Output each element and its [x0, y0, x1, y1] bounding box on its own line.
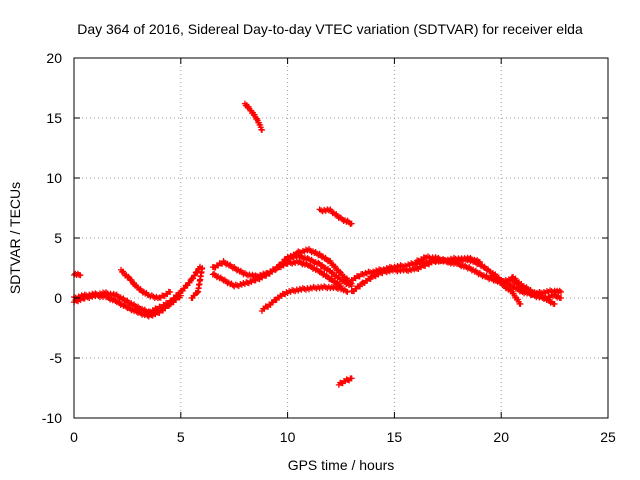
- x-axis-label: GPS time / hours: [288, 457, 395, 473]
- data-point: [551, 301, 558, 307]
- data-point: [532, 291, 539, 297]
- data-points: [71, 100, 565, 388]
- data-point: [348, 220, 355, 227]
- data-point: [131, 308, 138, 315]
- series-track-o: [241, 100, 265, 133]
- series-track-l: [412, 253, 483, 266]
- data-point: [476, 259, 483, 265]
- data-point: [346, 282, 353, 288]
- data-point: [236, 268, 243, 275]
- data-point: [190, 275, 197, 282]
- data-point: [343, 288, 350, 295]
- data-point: [522, 285, 529, 291]
- data-point: [558, 289, 565, 295]
- y-tick-label: 20: [46, 50, 62, 66]
- axis-ticks: 0 5 10 15 20 25 -10 -5 0 5 10 15 20: [42, 50, 616, 445]
- series-track-q: [335, 375, 355, 388]
- data-point: [103, 294, 110, 301]
- data-point: [526, 287, 533, 294]
- series-track-g: [209, 258, 344, 290]
- series-track-i: [258, 283, 351, 314]
- data-point: [471, 268, 478, 275]
- data-point: [536, 293, 543, 300]
- data-point: [348, 375, 355, 382]
- data-point: [337, 268, 344, 275]
- data-point: [220, 277, 227, 284]
- data-point: [209, 271, 216, 278]
- series-track-p: [316, 206, 355, 227]
- x-tick-label: 25: [600, 429, 616, 445]
- data-point: [258, 127, 265, 133]
- data-point: [219, 260, 226, 267]
- data-point: [216, 275, 223, 282]
- data-point: [343, 218, 350, 225]
- chart-title: Day 364 of 2016, Sidereal Day-to-day VTE…: [77, 21, 583, 37]
- data-point: [517, 301, 524, 307]
- y-axis-label: SDTVAR / TECUs: [7, 182, 23, 294]
- data-point: [227, 281, 234, 288]
- data-point: [177, 292, 184, 299]
- data-point: [312, 266, 319, 273]
- y-tick-label: 10: [46, 170, 62, 186]
- grid-lines: [74, 58, 608, 418]
- y-tick-label: 15: [46, 110, 62, 126]
- series-track-d: [71, 270, 84, 279]
- y-tick-label: -5: [50, 350, 63, 366]
- data-point: [543, 297, 550, 303]
- data-point: [311, 249, 318, 256]
- data-point: [120, 302, 127, 309]
- data-point: [556, 287, 563, 294]
- data-point: [339, 278, 346, 285]
- data-point: [558, 295, 565, 301]
- data-point: [482, 273, 489, 280]
- x-tick-label: 0: [70, 429, 78, 445]
- series-track-m: [487, 272, 524, 307]
- data-point: [77, 272, 84, 279]
- data-point: [167, 289, 174, 295]
- series-track-h: [273, 252, 355, 289]
- series-track-n: [508, 273, 558, 307]
- data-point: [199, 265, 206, 271]
- data-point: [191, 272, 198, 279]
- x-tick-label: 5: [177, 429, 185, 445]
- data-point: [109, 297, 116, 304]
- data-point: [547, 299, 554, 306]
- data-point: [305, 263, 312, 270]
- data-point: [113, 299, 120, 306]
- data-point: [225, 262, 232, 269]
- y-tick-label: 0: [54, 290, 62, 306]
- data-point: [307, 257, 314, 264]
- data-point: [124, 305, 131, 312]
- y-tick-label: 5: [54, 230, 62, 246]
- x-tick-label: 20: [493, 429, 509, 445]
- series-track-e: [188, 265, 206, 301]
- data-point: [344, 289, 351, 295]
- data-point: [512, 285, 519, 292]
- y-tick-label: -10: [42, 410, 62, 426]
- x-tick-label: 15: [387, 429, 403, 445]
- x-tick-label: 10: [280, 429, 296, 445]
- series-track-c: [117, 266, 174, 302]
- series-track-b: [71, 291, 184, 320]
